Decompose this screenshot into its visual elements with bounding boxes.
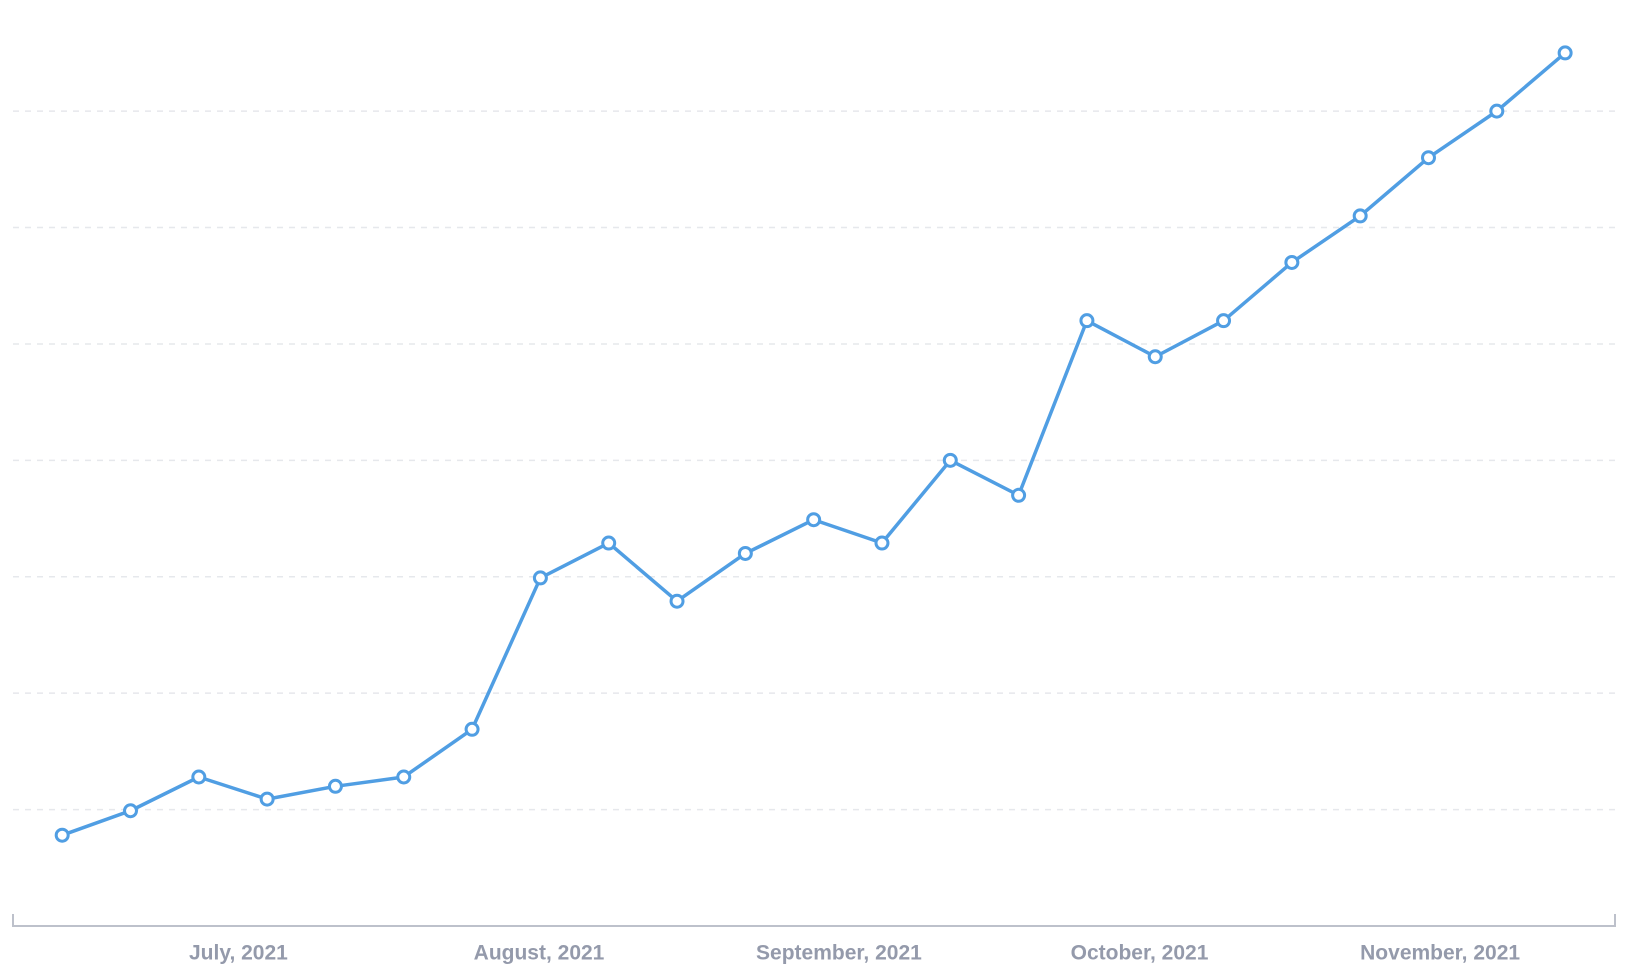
point (327, 778, 343, 794)
point (601, 535, 617, 551)
x-tick-label: August, 2021 (474, 942, 605, 965)
point (532, 570, 548, 586)
line (61, 51, 1567, 837)
point (1420, 150, 1436, 166)
point (396, 769, 412, 785)
point (1284, 254, 1300, 270)
point (874, 535, 890, 551)
x-tick-label: October, 2021 (1071, 942, 1209, 965)
point (737, 545, 753, 561)
point (1147, 349, 1163, 365)
x-tick-label: September, 2021 (756, 942, 922, 965)
point (1557, 45, 1573, 61)
point (1489, 103, 1505, 119)
point (54, 827, 70, 843)
x-tick-label: July, 2021 (189, 942, 288, 965)
point (669, 593, 685, 609)
point (259, 791, 275, 807)
point (123, 803, 139, 819)
x-tick-label: November, 2021 (1360, 942, 1520, 965)
point (942, 452, 958, 468)
point (1011, 487, 1027, 503)
point (806, 512, 822, 528)
point (1216, 313, 1232, 329)
point (1352, 208, 1368, 224)
point (191, 769, 207, 785)
point (464, 721, 480, 737)
point (1079, 313, 1095, 329)
x-axis (12, 914, 1616, 927)
